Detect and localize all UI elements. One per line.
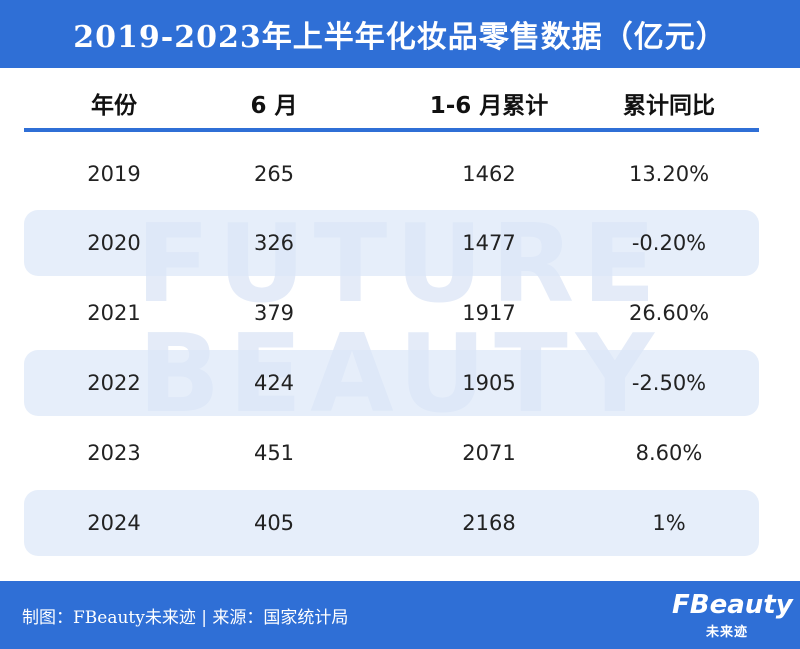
- cell-year: 2020: [87, 231, 141, 255]
- table-header: 年份 6 月 1-6 月累计 累计同比: [24, 78, 759, 132]
- header-yoy: 累计同比: [623, 93, 715, 119]
- header-year: 年份: [91, 93, 137, 119]
- logo-subtitle: 未来迹: [705, 625, 748, 640]
- footer-bar: 制图：FBeauty未来迹 | 来源：国家统计局 FBeauty 未来迹: [0, 581, 800, 649]
- brand-logo: FBeauty 未来迹: [672, 589, 793, 640]
- cell-june: 451: [253, 441, 295, 465]
- table-row: 2024 405 2168 1%: [24, 490, 759, 556]
- header-cumulative: 1-6 月累计: [429, 93, 549, 119]
- table-row: 2019 265 1462 13.20%: [24, 141, 759, 207]
- cell-yoy: 1%: [652, 511, 686, 535]
- cell-year: 2024: [87, 511, 141, 535]
- cell-year: 2022: [87, 371, 141, 395]
- header-june: 6 月: [250, 93, 298, 119]
- footer-credit: 制图：FBeauty未来迹 | 来源：国家统计局: [22, 607, 349, 628]
- chart-title: 2019-2023年上半年化妆品零售数据（亿元）: [0, 0, 800, 68]
- cell-cumulative: 1477: [462, 231, 516, 255]
- cell-june: 326: [253, 231, 295, 255]
- cell-yoy: 26.60%: [628, 301, 710, 325]
- cell-june: 379: [253, 301, 295, 325]
- table-row: 2021 379 1917 26.60%: [24, 280, 759, 346]
- cell-yoy: 13.20%: [628, 162, 710, 186]
- cell-year: 2019: [87, 162, 141, 186]
- cell-june: 405: [253, 511, 295, 535]
- cell-cumulative: 1917: [462, 301, 516, 325]
- cell-cumulative: 1905: [462, 371, 516, 395]
- cell-year: 2023: [87, 441, 141, 465]
- table-row: 2020 326 1477 -0.20%: [24, 210, 759, 276]
- cell-year: 2021: [87, 301, 141, 325]
- cell-june: 424: [253, 371, 295, 395]
- cell-yoy: -0.20%: [631, 231, 707, 255]
- cell-cumulative: 2071: [462, 441, 516, 465]
- cell-june: 265: [253, 162, 295, 186]
- logo-wordmark: FBeauty: [672, 590, 793, 620]
- cell-cumulative: 1462: [462, 162, 516, 186]
- cell-yoy: 8.60%: [635, 441, 703, 465]
- cell-yoy: -2.50%: [631, 371, 707, 395]
- table-row: 2023 451 2071 8.60%: [24, 420, 759, 486]
- table-row: 2022 424 1905 -2.50%: [24, 350, 759, 416]
- cell-cumulative: 2168: [462, 511, 516, 535]
